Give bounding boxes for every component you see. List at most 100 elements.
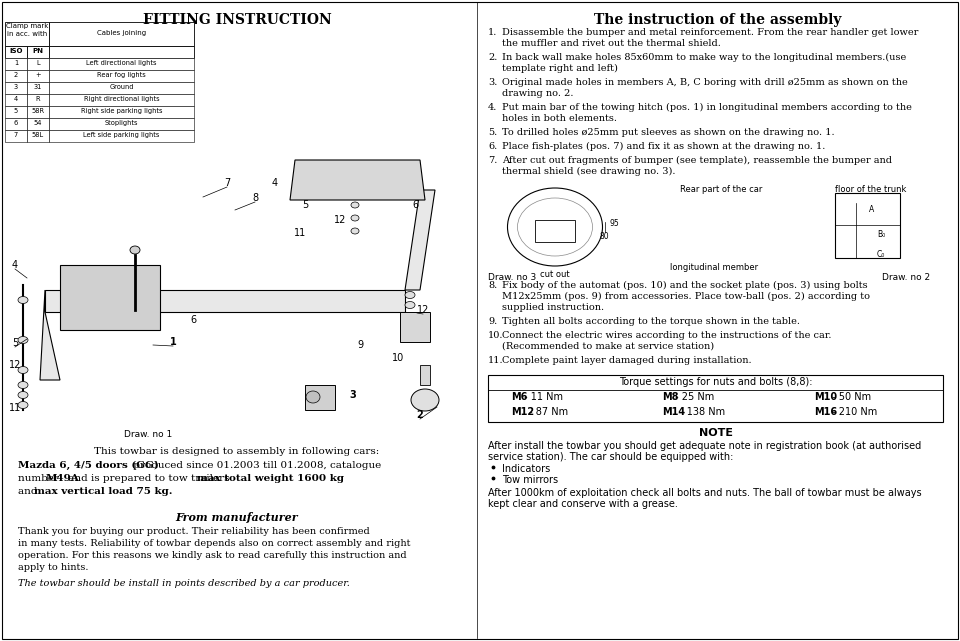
Bar [27,46,49,58]
Text: M6: M6 [511,392,527,402]
Bar [49,46,194,58]
Text: Draw. no 2: Draw. no 2 [882,273,930,282]
Bar [27,118,49,130]
Text: thermal shield (see drawing no. 3).: thermal shield (see drawing no. 3). [502,167,676,176]
Text: After cut out fragments of bumper (see template), reassemble the bumper and: After cut out fragments of bumper (see t… [502,156,892,165]
Text: 6: 6 [412,200,418,210]
Text: M14: M14 [662,407,685,417]
Ellipse shape [18,337,28,344]
Text: Tow mirrors: Tow mirrors [502,475,558,485]
Text: After install the towbar you should get adequate note in registration book (at a: After install the towbar you should get … [488,441,922,451]
Text: 4: 4 [272,178,278,188]
Ellipse shape [351,202,359,208]
Text: kept clear and conserve with a grease.: kept clear and conserve with a grease. [488,499,678,509]
Text: operation. For this reasons we kindly ask to read carefully this instruction and: operation. For this reasons we kindly as… [18,551,407,560]
Text: Right side parking lights: Right side parking lights [81,108,162,114]
Ellipse shape [351,215,359,221]
Text: Ground: Ground [109,84,133,90]
Ellipse shape [18,381,28,388]
Ellipse shape [405,301,415,308]
Text: service station). The car should be equipped with:: service station). The car should be equi… [488,452,733,462]
Bar [27,70,49,82]
Text: Rear part of the car: Rear part of the car [680,185,762,194]
Polygon shape [405,190,435,290]
Text: FITTING INSTRUCTION: FITTING INSTRUCTION [143,13,331,27]
Text: From manufacturer: From manufacturer [176,512,299,523]
Text: floor of the trunk: floor of the trunk [835,185,906,194]
Text: 2: 2 [13,72,18,78]
Bar [49,82,194,94]
Text: Indicators: Indicators [502,464,550,474]
Text: 54: 54 [34,120,42,126]
Text: 11: 11 [294,228,306,238]
Ellipse shape [411,389,439,411]
Text: A: A [870,205,875,214]
Text: 8.: 8. [488,281,497,290]
Text: max total weight 1600 kg: max total weight 1600 kg [198,474,345,483]
Bar [49,118,194,130]
Text: 5.: 5. [488,128,497,137]
Bar [49,130,194,142]
Text: Connect the electric wires according to the instructions of the car.: Connect the electric wires according to … [502,331,831,340]
Text: in many tests. Reliability of towbar depends also on correct assembly and right: in many tests. Reliability of towbar dep… [18,539,411,548]
Text: 6.: 6. [488,142,497,151]
Text: - 138 Nm: - 138 Nm [678,407,726,417]
Text: cut out: cut out [540,270,570,279]
Bar [5,118,27,130]
Text: 7: 7 [13,132,18,138]
Text: PN: PN [33,48,43,54]
Text: template right and left): template right and left) [502,64,618,73]
Text: apply to hints.: apply to hints. [18,563,88,572]
Bar [5,70,27,82]
Text: 58L: 58L [32,132,44,138]
Text: 4.: 4. [488,103,497,112]
Text: the muffler and rivet out the thermal shield.: the muffler and rivet out the thermal sh… [502,39,721,48]
Bar [5,94,27,106]
Text: In back wall make holes 85x60mm to make way to the longitudinal members.(use: In back wall make holes 85x60mm to make … [502,53,906,62]
Text: 3: 3 [349,390,356,400]
Text: C₀: C₀ [876,250,885,259]
Text: NOTE: NOTE [699,428,732,438]
Text: 11.: 11. [488,356,504,365]
Text: number: number [18,474,62,483]
Polygon shape [60,265,160,330]
Text: 7: 7 [224,178,230,188]
Text: 3: 3 [14,84,18,90]
Text: Mazda 6, 4/5 doors (GG): Mazda 6, 4/5 doors (GG) [18,461,158,470]
Text: 5: 5 [13,108,18,114]
Text: M12x25mm (pos. 9) from accessories. Place tow-ball (pos. 2) according to: M12x25mm (pos. 9) from accessories. Plac… [502,292,870,301]
Text: drawing no. 2.: drawing no. 2. [502,89,573,98]
Ellipse shape [405,292,415,299]
Bar [27,106,49,118]
Text: Place fish-plates (pos. 7) and fix it as shown at the drawing no. 1.: Place fish-plates (pos. 7) and fix it as… [502,142,826,151]
Ellipse shape [18,367,28,374]
Bar [49,58,194,70]
Text: R: R [36,96,40,102]
Text: 31: 31 [34,84,42,90]
Text: Stoplights: Stoplights [105,120,138,126]
Text: 10: 10 [392,353,404,363]
Ellipse shape [508,188,603,266]
Text: longitudinal member: longitudinal member [670,263,758,272]
Text: B₀: B₀ [876,230,885,239]
Text: 3.: 3. [488,78,497,87]
Text: 6: 6 [190,315,196,325]
Bar [27,94,49,106]
Text: 2.: 2. [488,53,497,62]
Bar [835,193,900,258]
Text: 8: 8 [252,193,258,203]
Text: 58R: 58R [32,108,44,114]
Bar [5,58,27,70]
Text: Disassemble the bumper and metal reinforcement. From the rear handler get lower: Disassemble the bumper and metal reinfor… [502,28,919,37]
Bar [5,82,27,94]
Bar [49,106,194,118]
Text: Left side parking lights: Left side parking lights [84,132,159,138]
Polygon shape [45,290,405,312]
Text: 12: 12 [334,215,347,225]
Text: 7.: 7. [488,156,497,165]
Bar [5,106,27,118]
Bar [49,94,194,106]
Text: - 210 Nm: - 210 Nm [829,407,877,417]
Text: Original made holes in members A, B, C boring with drill ø25mm as shown on the: Original made holes in members A, B, C b… [502,78,908,87]
Text: (Recommended to make at service station): (Recommended to make at service station) [502,342,714,351]
